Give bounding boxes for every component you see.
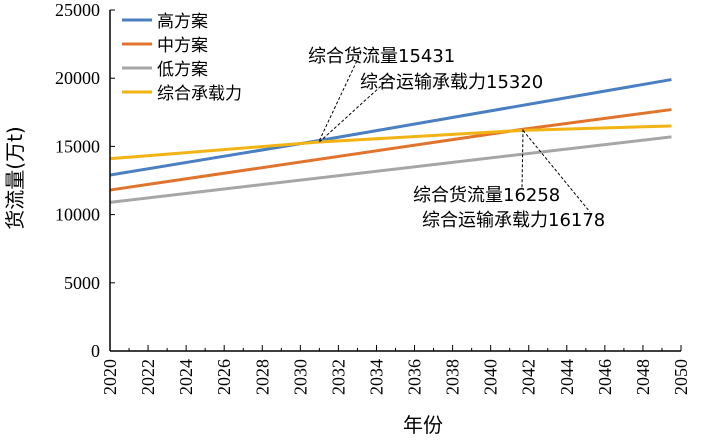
x-tick-label: 2034 (366, 359, 386, 395)
x-tick-label: 2030 (290, 359, 310, 395)
series-line-3 (109, 135, 672, 204)
annotation-leader-line (522, 130, 591, 213)
x-tick-label: 2028 (252, 359, 272, 395)
legend-label: 低方案 (157, 60, 208, 80)
x-tick-label: 2042 (519, 359, 539, 395)
x-tick-label: 2026 (214, 359, 234, 395)
annotation-label: 综合运输承载力16178 (422, 210, 605, 231)
series-line-2 (109, 108, 672, 192)
x-tick-label: 2020 (100, 359, 120, 395)
annotation-label: 综合货流量16258 (413, 185, 560, 206)
x-tick-label: 2048 (633, 359, 653, 395)
y-tick-label: 25000 (55, 0, 100, 20)
x-axis-label: 年份 (403, 413, 443, 437)
x-tick-label: 2036 (405, 359, 425, 395)
x-tick-label: 2024 (176, 359, 196, 395)
x-tick-label: 2038 (443, 359, 463, 395)
y-tick-label: 0 (91, 341, 100, 361)
legend-label: 高方案 (157, 12, 208, 32)
annotation-label: 综合货流量15431 (308, 46, 455, 67)
legend-label: 中方案 (157, 36, 208, 56)
annotation-label: 综合运输承载力15320 (360, 72, 543, 93)
annotation-leader-line (318, 49, 363, 141)
x-tick-label: 2022 (138, 359, 158, 395)
y-axis-label: 货流量(万t) (3, 126, 27, 229)
x-tick-label: 2046 (595, 359, 615, 395)
x-tick-label: 2050 (671, 359, 691, 395)
y-tick-label: 10000 (55, 205, 100, 225)
x-tick-label: 2044 (557, 359, 577, 395)
x-tick-label: 2032 (328, 359, 348, 395)
y-tick-label: 20000 (55, 68, 100, 88)
x-tick-label: 2040 (481, 359, 501, 395)
annotation-leader-line (319, 75, 393, 143)
legend-label: 综合承载力 (157, 84, 242, 104)
series-line-4 (109, 124, 672, 161)
y-tick-label: 15000 (55, 136, 100, 156)
annotation-leader-line (521, 129, 524, 189)
y-tick-label: 5000 (64, 273, 100, 293)
